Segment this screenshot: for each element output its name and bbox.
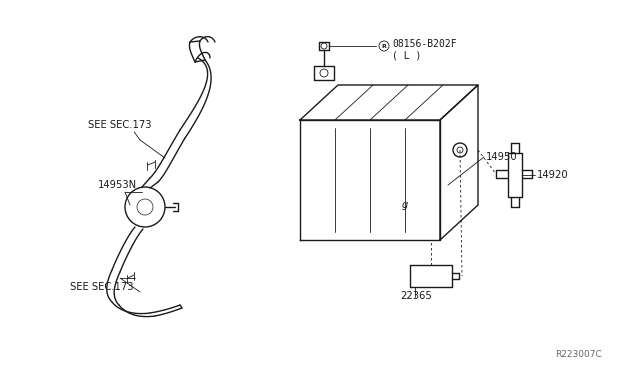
Text: R: R [381,44,387,48]
Text: 14920: 14920 [537,170,568,180]
Text: 08156-B202F: 08156-B202F [392,39,456,49]
Text: 22365: 22365 [400,291,432,301]
Text: ( L ): ( L ) [392,50,421,60]
Text: 14950: 14950 [486,152,518,162]
Text: R223007C: R223007C [555,350,602,359]
Text: g: g [402,200,408,210]
Text: 14953N: 14953N [98,180,137,190]
Text: SEE SEC.173: SEE SEC.173 [88,120,152,130]
Text: SEE SEC.173: SEE SEC.173 [70,282,134,292]
